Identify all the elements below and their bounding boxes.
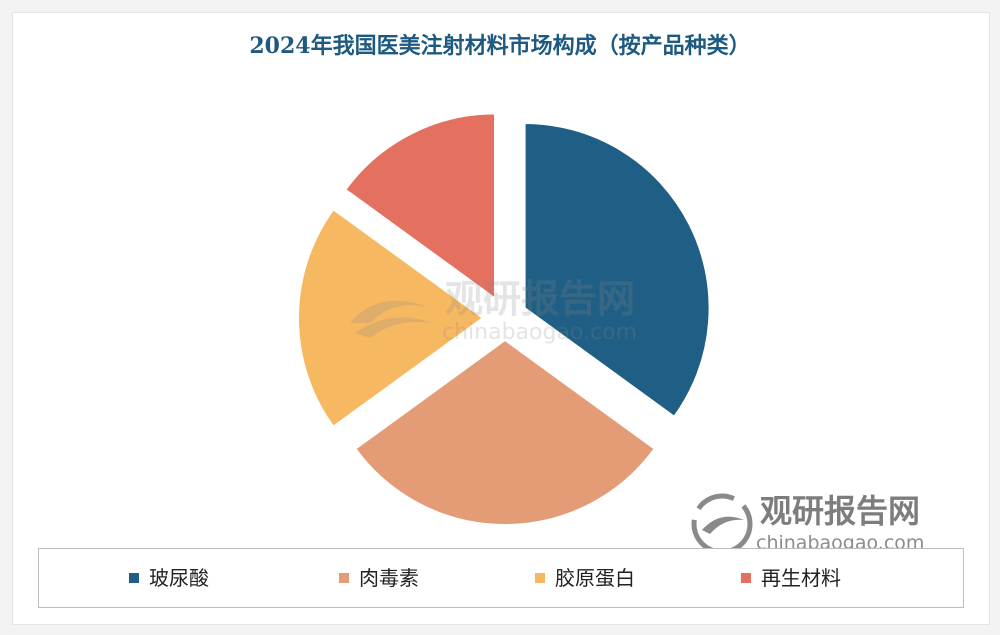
- legend-label: 玻尿酸: [149, 566, 209, 590]
- pie-slice-4: [343, 112, 497, 301]
- legend-swatch: [339, 572, 349, 583]
- legend-item: 再生材料: [741, 565, 841, 591]
- pie-slice-1: [523, 122, 711, 419]
- watermark-name-cn: 观研报告网: [760, 492, 921, 530]
- legend-item: 胶原蛋白: [535, 565, 635, 591]
- legend-label: 再生材料: [761, 566, 841, 590]
- legend-swatch: [129, 572, 139, 583]
- legend-item: 肉毒素: [339, 565, 419, 591]
- legend-label: 胶原蛋白: [555, 566, 635, 590]
- pie-slice-2: [353, 338, 657, 526]
- swirl-logo-icon: [691, 493, 753, 555]
- legend-item: 玻尿酸: [129, 565, 209, 591]
- chart-legend: 玻尿酸 肉毒素 胶原蛋白 再生材料: [38, 548, 964, 608]
- legend-swatch: [741, 572, 751, 583]
- chart-title: 2024年我国医美注射材料市场构成（按产品种类）: [249, 33, 751, 59]
- legend-swatch: [535, 572, 545, 583]
- pie-slice-3: [297, 207, 485, 429]
- legend-label: 肉毒素: [359, 566, 419, 590]
